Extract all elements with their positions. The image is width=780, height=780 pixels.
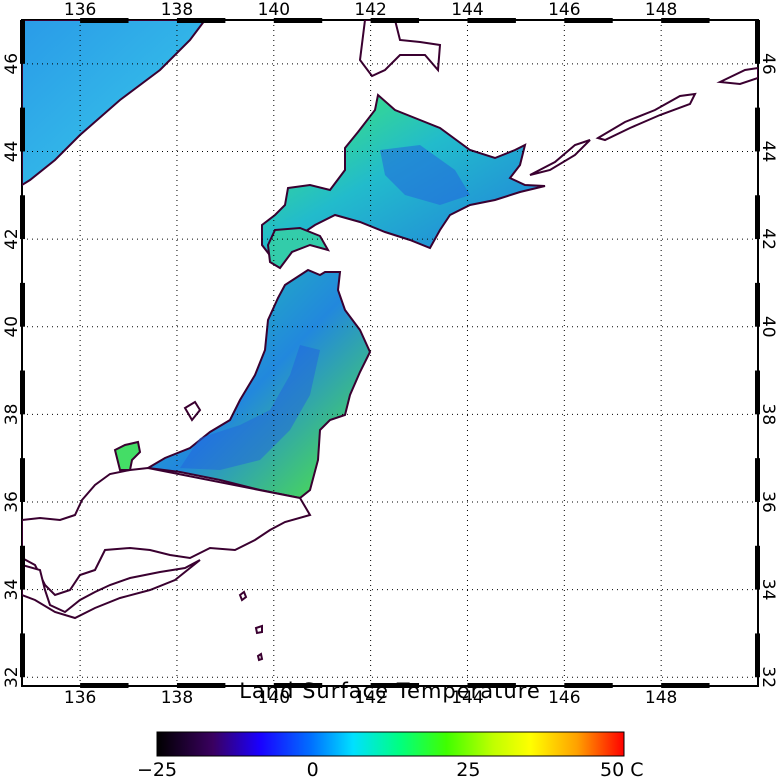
lat-label-right: 46 (758, 53, 778, 75)
lat-label-left: 40 (2, 316, 22, 338)
frame-bar-right (755, 458, 760, 502)
lon-label-top: 136 (64, 0, 96, 20)
map-title: Land Surface Temperature (239, 679, 541, 703)
noto-peninsula-data (113, 440, 142, 471)
frame-bar-top (80, 18, 129, 23)
lat-label-right: 40 (758, 316, 778, 338)
kuril-islands (529, 66, 758, 176)
frame-bar-bottom (564, 683, 613, 688)
frame-ticks (20, 18, 760, 688)
frame-bar-left (20, 20, 25, 64)
colorbar-label: 25 (456, 759, 480, 780)
lat-label-right: 38 (758, 404, 778, 426)
sado-island (183, 400, 202, 422)
frame-bar-right (755, 545, 760, 590)
sakhalin-outline (358, 20, 442, 78)
lon-label-top: 146 (548, 0, 580, 20)
lon-label-top: 140 (258, 0, 290, 20)
lat-label-left: 44 (2, 141, 22, 163)
frame-bar-left (20, 633, 25, 678)
frame-bar-top (564, 18, 613, 23)
frame-bar-bottom (80, 683, 129, 688)
lon-label-bottom: 136 (64, 688, 96, 708)
graticule (22, 20, 758, 686)
frame-bar-bottom (370, 683, 420, 688)
lat-label-right: 34 (758, 579, 778, 601)
frame-bar-right (755, 282, 760, 327)
frame-bar-bottom (176, 683, 226, 688)
lon-label-bottom: 142 (354, 688, 386, 708)
colorbar-tick-labels: −25 0 25 50 C (137, 759, 644, 780)
frame-bar-top (661, 18, 710, 23)
frame-bar-left (20, 370, 25, 415)
frame-bar-bottom (661, 683, 710, 688)
frame-bar-top (467, 18, 516, 23)
colorbar-label: −25 (137, 759, 177, 780)
frame-bar-right (755, 633, 760, 678)
tohoku-cold-patch (180, 345, 320, 470)
frame-bar-left (20, 282, 25, 327)
frame-bar-bottom (273, 683, 323, 688)
lat-label-left: 32 (2, 666, 22, 688)
lon-label-bottom: 146 (548, 688, 580, 708)
shikoku-kyushu-outline (22, 559, 201, 620)
colorbar-label: 50 C (600, 759, 643, 780)
lon-label-top: 144 (451, 0, 483, 20)
lat-labels-left: 32 34 36 38 40 42 44 46 (2, 53, 22, 688)
lat-label-right: 42 (758, 228, 778, 250)
frame-bar-right (755, 370, 760, 415)
lat-label-right: 44 (758, 141, 778, 163)
lon-labels-top: 136 138 140 142 144 146 148 (64, 0, 678, 20)
frame-bar-left (20, 107, 25, 152)
frame-bar-left (20, 458, 25, 502)
colorbar (156, 731, 625, 757)
lon-label-top: 138 (161, 0, 193, 20)
lat-label-left: 46 (2, 53, 22, 75)
lat-label-left: 42 (2, 228, 22, 250)
frame-bar-right (755, 20, 760, 64)
lat-label-right: 32 (758, 666, 778, 688)
lat-labels-right: 32 34 36 38 40 42 44 46 (758, 53, 778, 688)
lon-label-bottom: 140 (258, 688, 290, 708)
frame-bar-top (273, 18, 323, 23)
lon-label-top: 142 (354, 0, 386, 20)
lon-label-bottom: 138 (161, 688, 193, 708)
lon-label-bottom: 148 (645, 688, 677, 708)
frame-bar-right (755, 195, 760, 240)
lat-label-right: 36 (758, 491, 778, 513)
frame-bar-top (176, 18, 226, 23)
frame-bar-left (20, 195, 25, 240)
hokkaido-cold-patch (380, 145, 470, 205)
frame-bar-right (755, 107, 760, 152)
frame-bar-bottom (467, 683, 516, 688)
lon-label-bottom: 144 (451, 688, 483, 708)
lat-label-left: 36 (2, 491, 22, 513)
izu-islands (238, 590, 264, 662)
frame-bar-left (20, 545, 25, 590)
lon-labels-bottom: 136 138 140 142 144 146 148 (64, 688, 678, 708)
lat-label-left: 38 (2, 404, 22, 426)
oshima-peninsula (266, 226, 331, 270)
lat-label-left: 34 (2, 579, 22, 601)
frame-bar-top (370, 18, 420, 23)
colorbar-label: 0 (307, 759, 319, 780)
lon-label-top: 148 (645, 0, 677, 20)
mainland-asia-data (22, 20, 207, 187)
